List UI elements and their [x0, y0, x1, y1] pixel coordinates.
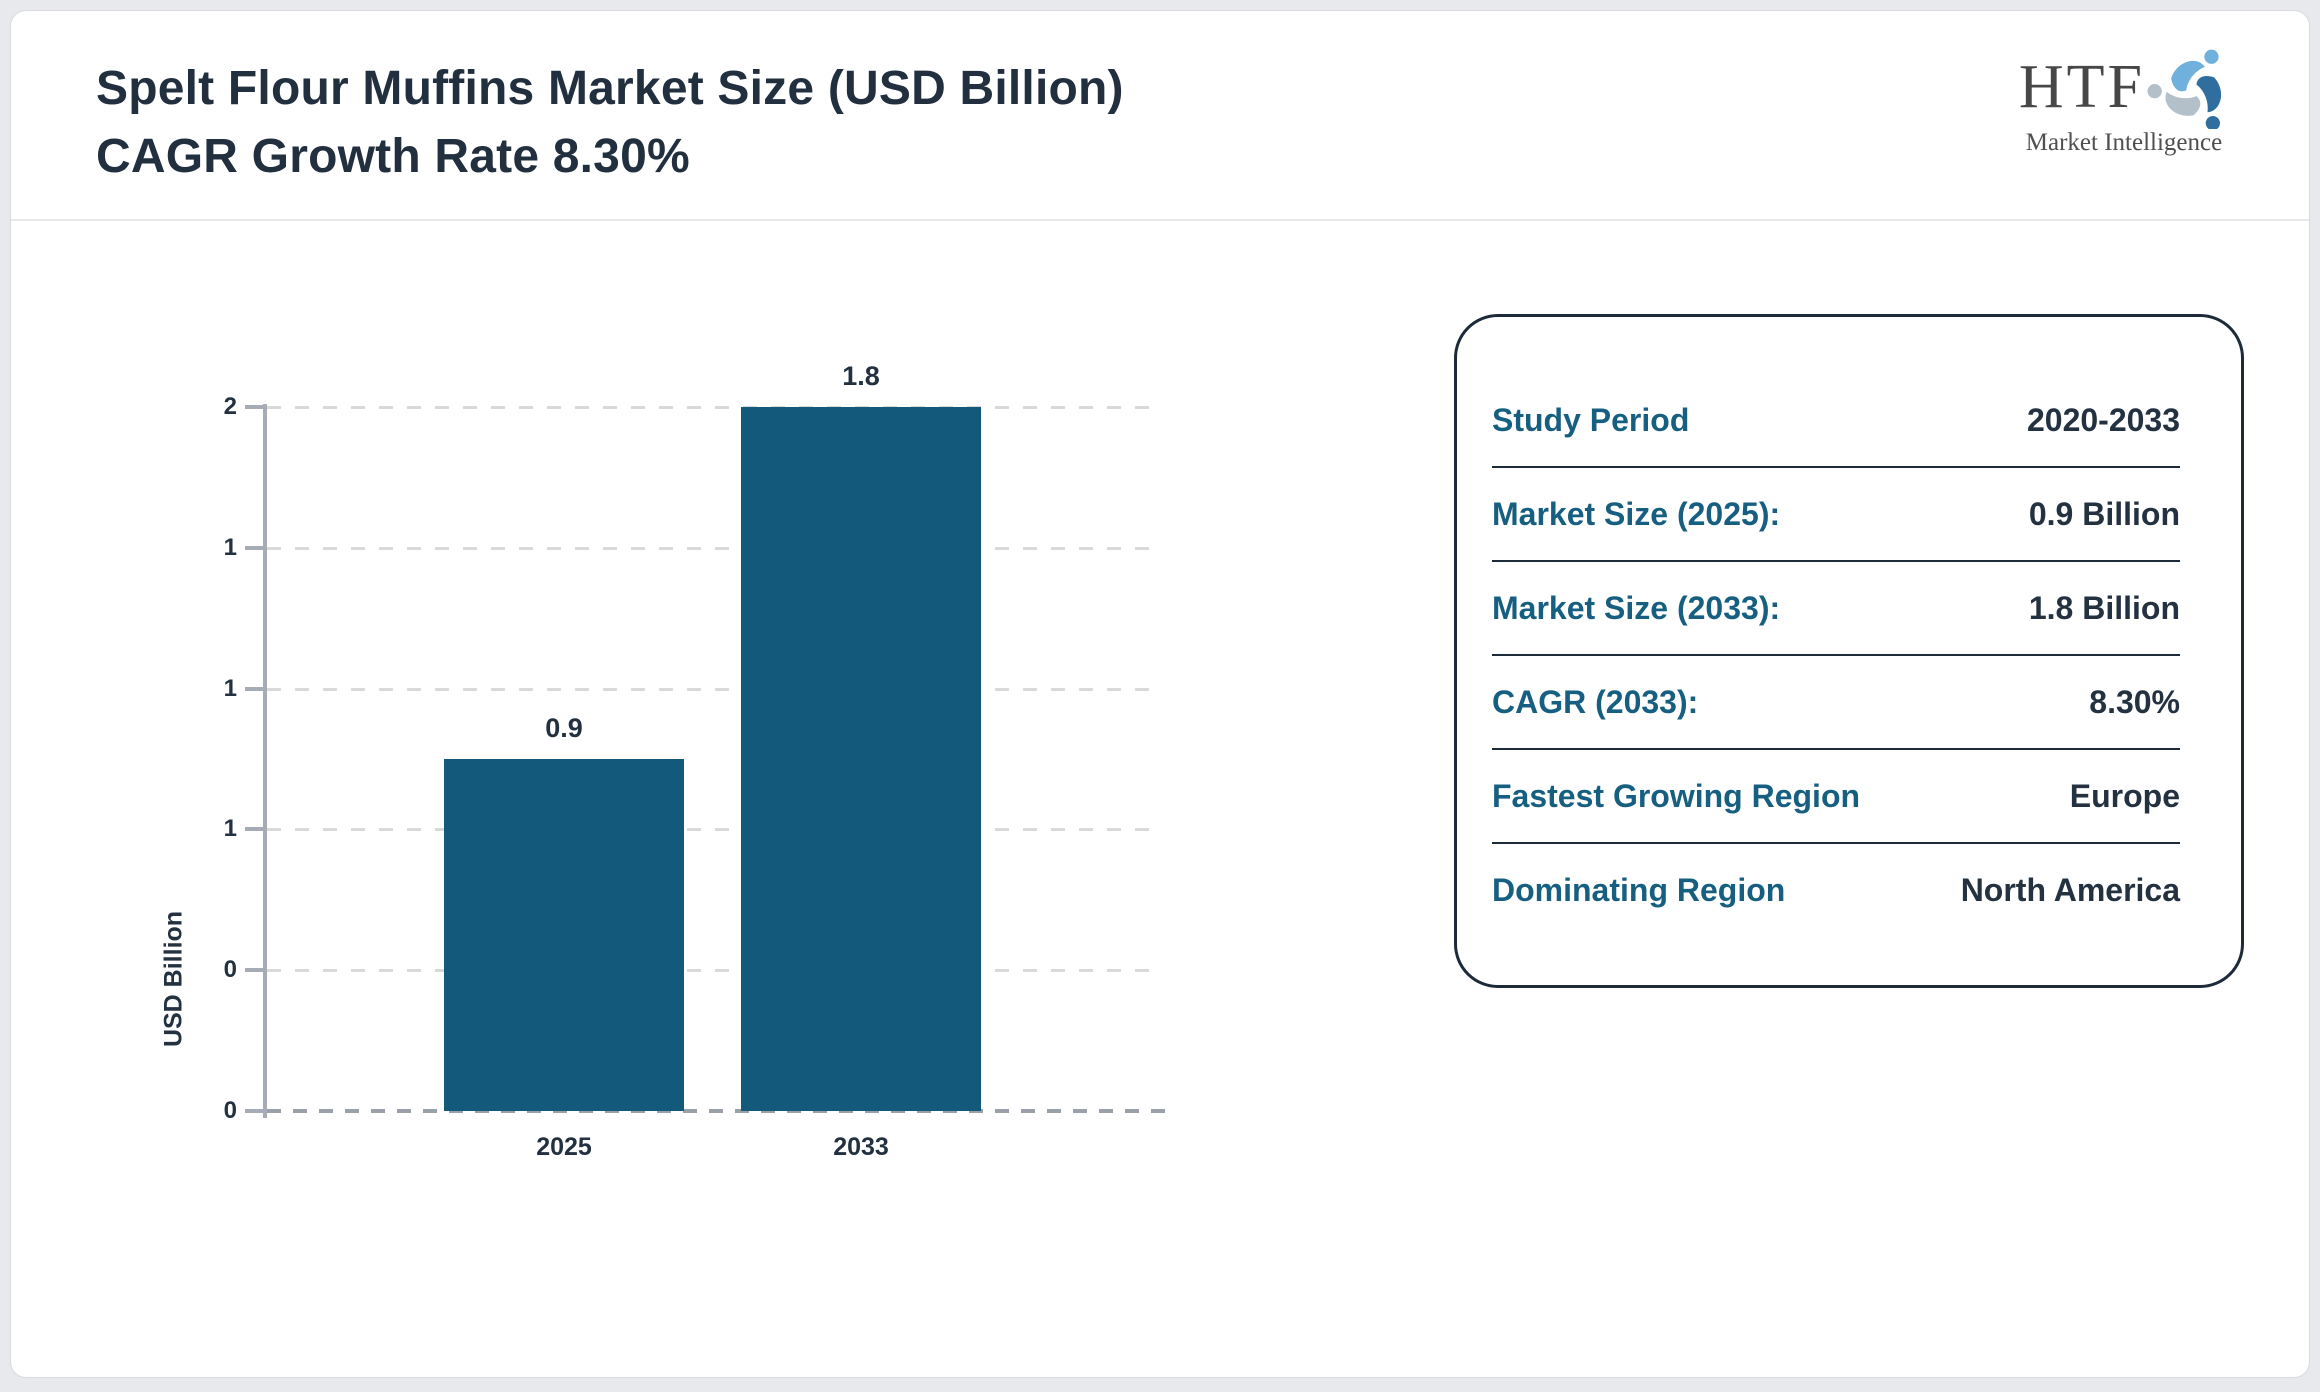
y-tick-label: 1: [223, 674, 237, 702]
summary-panel: Study Period 2020-2033 Market Size (2025):…: [1454, 314, 2244, 988]
y-axis-tick: [245, 827, 267, 832]
x-axis-baseline: [267, 1109, 1165, 1113]
y-tick-label: 0: [223, 1097, 237, 1124]
y-tick-label: 0: [223, 956, 237, 984]
y-axis-tick: [245, 405, 267, 409]
bar-chart: USD Billion 2 1 1 1 0 0 0.9 2025 1.8 2033: [11, 231, 1261, 1191]
y-axis-tick: [245, 686, 267, 691]
summary-row-label: Dominating Region: [1492, 871, 1786, 908]
summary-row-value: Europe: [2069, 777, 2180, 814]
y-axis-line: [263, 404, 267, 1118]
y-tick-label: 1: [223, 815, 237, 843]
summary-row-value: 1.8 Billion: [2028, 589, 2180, 626]
summary-row: Study Period 2020-2033: [1492, 374, 2180, 466]
htf-logo-text: HTF: [2018, 53, 2145, 121]
summary-row-value: North America: [1960, 871, 2180, 908]
y-tick-label: 1: [223, 533, 237, 561]
gridline: [267, 828, 1151, 832]
summary-row-value: 8.30%: [2089, 683, 2180, 720]
y-axis-tick: [245, 545, 267, 550]
bar-value-label: 1.8: [842, 361, 880, 391]
summary-row-value: 2020-2033: [2026, 401, 2180, 438]
summary-row: Dominating Region North America: [1492, 842, 2180, 936]
summary-row-label: Fastest Growing Region: [1492, 777, 1861, 814]
page-title-line2: CAGR Growth Rate 8.30%: [96, 130, 690, 183]
page-title-line1: Spelt Flour Muffins Market Size (USD Bil…: [96, 62, 1124, 115]
gridline: [267, 406, 1151, 409]
htf-swirl-icon: [2147, 49, 2222, 129]
x-tick-label: 2025: [536, 1133, 592, 1161]
htf-logo: HTF Market Intelligence: [2009, 45, 2239, 157]
summary-row-label: Market Size (2033):: [1492, 589, 1781, 626]
summary-row: CAGR (2033): 8.30%: [1492, 654, 2180, 748]
summary-row: Fastest Growing Region Europe: [1492, 748, 2180, 842]
y-axis-tick: [245, 1109, 267, 1113]
gridline: [267, 687, 1151, 691]
bar-2033: [741, 407, 981, 1111]
bar-2025: [444, 759, 684, 1111]
gridline: [267, 969, 1151, 973]
summary-row: Market Size (2025): 0.9 Billion: [1492, 466, 2180, 560]
page-title: Spelt Flour Muffins Market Size (USD Bil…: [96, 55, 1124, 191]
report-card: Spelt Flour Muffins Market Size (USD Bil…: [10, 10, 2310, 1378]
bar-value-label: 0.9: [545, 713, 583, 743]
summary-row-label: CAGR (2033):: [1492, 683, 1699, 720]
x-tick-label: 2033: [833, 1133, 889, 1161]
y-tick-label: 2: [223, 393, 237, 420]
header-divider: [11, 219, 2309, 221]
summary-row: Market Size (2033): 1.8 Billion: [1492, 560, 2180, 654]
gridline: [267, 546, 1151, 550]
y-axis-tick: [245, 968, 267, 973]
summary-row-label: Market Size (2025):: [1492, 495, 1781, 532]
summary-row-label: Study Period: [1492, 401, 1690, 438]
summary-row-value: 0.9 Billion: [2028, 495, 2180, 532]
htf-logo-subtitle: Market Intelligence: [2025, 129, 2223, 156]
